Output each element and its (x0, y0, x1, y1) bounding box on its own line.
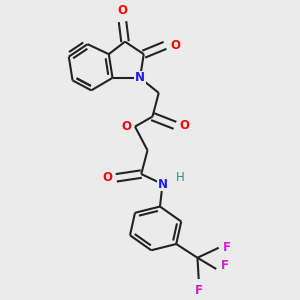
Text: O: O (118, 4, 128, 17)
Text: H: H (176, 171, 185, 184)
Text: O: O (102, 171, 112, 184)
Text: O: O (121, 120, 131, 133)
Text: F: F (221, 260, 229, 272)
Text: F: F (195, 284, 203, 298)
Text: O: O (179, 119, 189, 132)
Text: N: N (135, 71, 145, 84)
Text: N: N (158, 178, 167, 190)
Text: F: F (223, 241, 231, 254)
Text: O: O (170, 39, 180, 52)
